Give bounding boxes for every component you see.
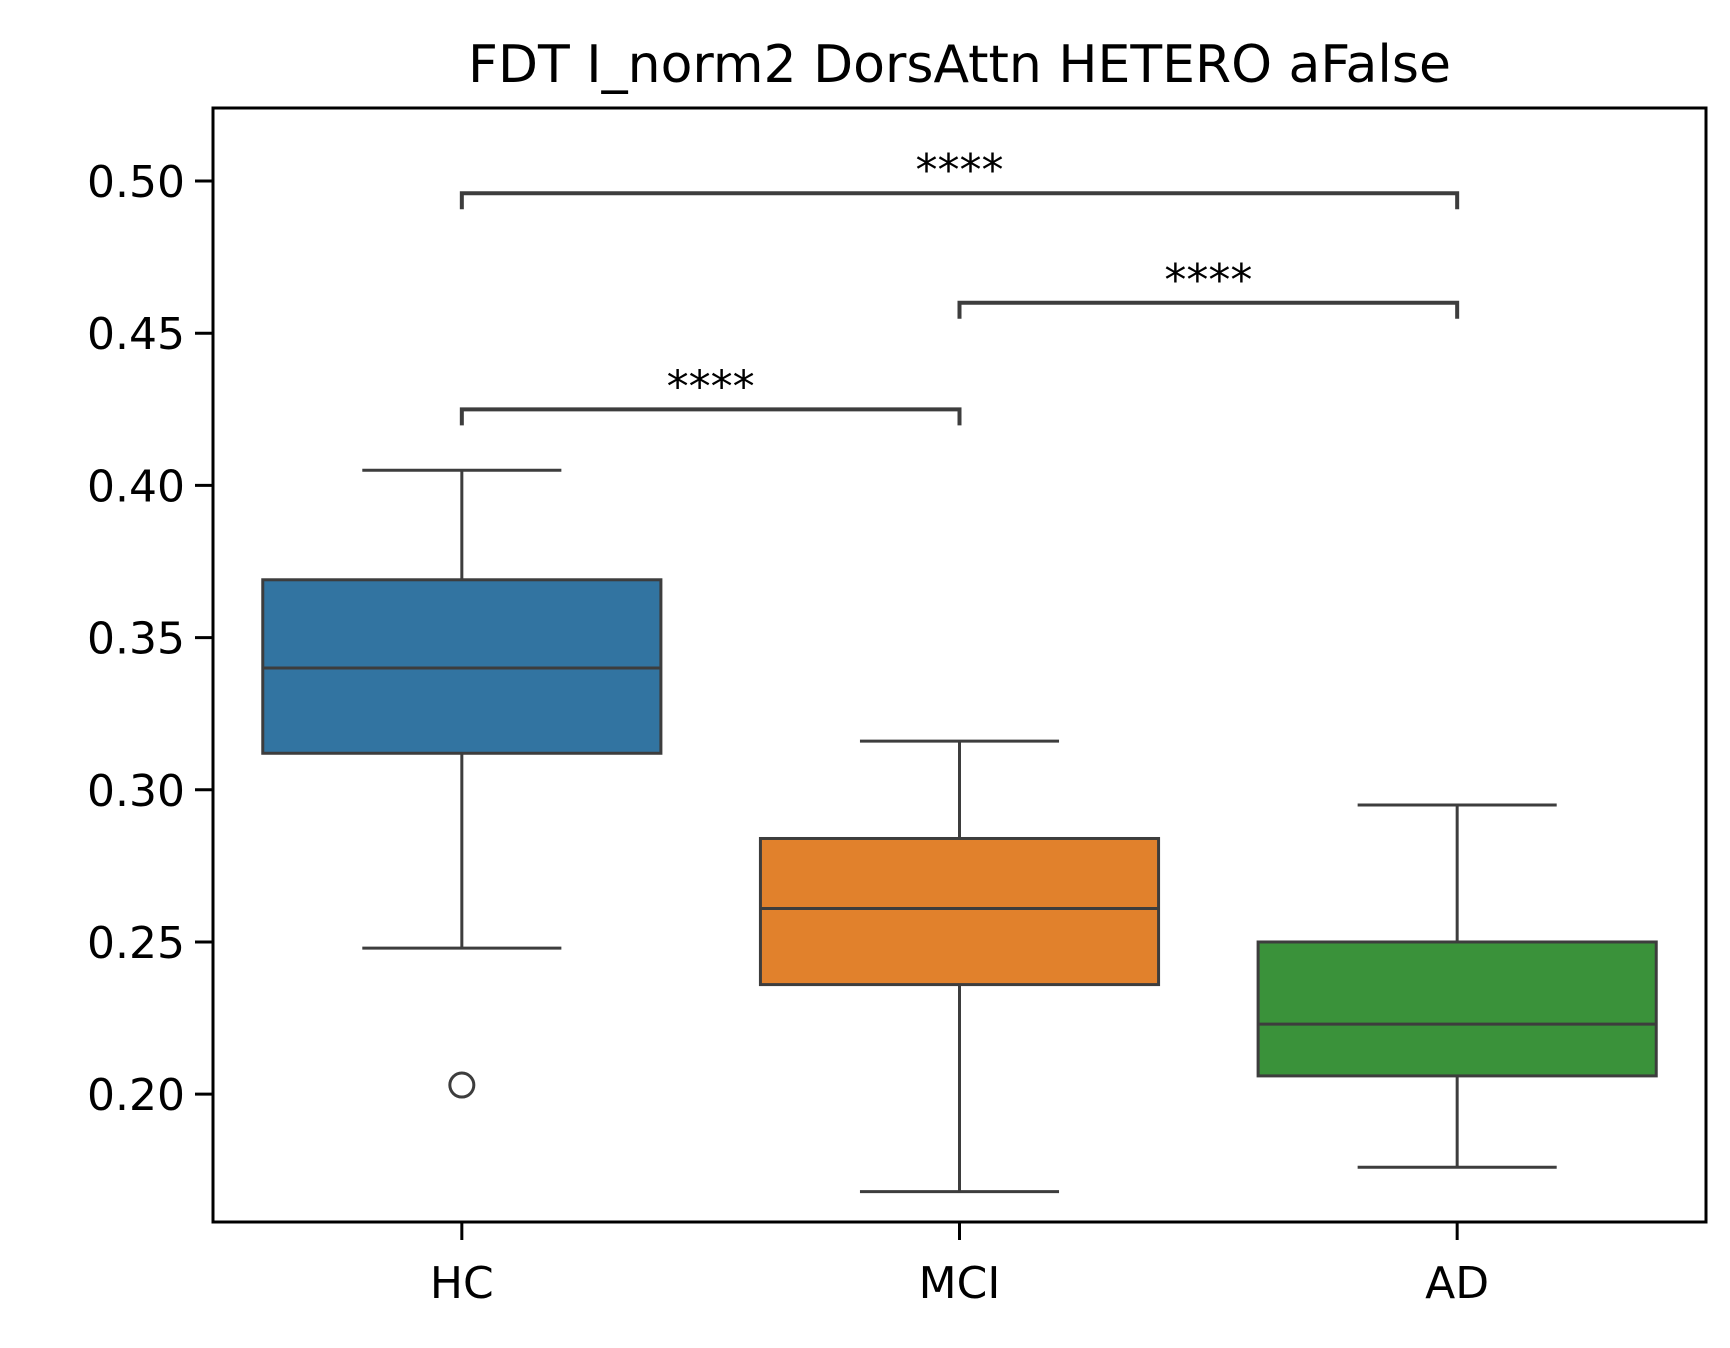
significance-bracket	[957, 300, 1460, 319]
significance-bracket	[459, 407, 962, 426]
iqr-box	[261, 578, 663, 755]
iqr-box	[1256, 940, 1658, 1078]
box-ad	[1256, 803, 1658, 1169]
significance-bracket	[459, 191, 1460, 210]
y-tick-label: 0.50	[87, 157, 185, 208]
significance-label: ****	[667, 361, 755, 412]
y-tick-label: 0.35	[87, 614, 185, 665]
x-tick-label: AD	[1425, 1258, 1489, 1309]
x-axis: HC MCI AD	[430, 1222, 1489, 1309]
significance-annotations: **** **** ****	[459, 145, 1460, 426]
x-tick-label: MCI	[919, 1258, 1001, 1309]
y-tick-label: 0.45	[87, 309, 185, 360]
y-tick-label: 0.20	[87, 1070, 185, 1121]
iqr-box	[758, 836, 1161, 987]
x-tick-label: HC	[430, 1258, 494, 1309]
y-tick-label: 0.40	[87, 461, 185, 512]
box-mci	[758, 739, 1161, 1194]
box-series	[261, 468, 1658, 1194]
y-tick-label: 0.25	[87, 918, 185, 969]
significance-label: ****	[1164, 255, 1252, 306]
y-axis: 0.20 0.25 0.30 0.35 0.40 0.45 0.50	[87, 157, 213, 1121]
chart-title: FDT I_norm2 DorsAttn HETERO aFalse	[468, 35, 1451, 95]
box-hc	[261, 468, 663, 1099]
plot-frame	[211, 106, 1708, 1224]
outlier-point	[448, 1071, 476, 1099]
y-tick-label: 0.30	[87, 766, 185, 817]
significance-label: ****	[916, 145, 1004, 196]
